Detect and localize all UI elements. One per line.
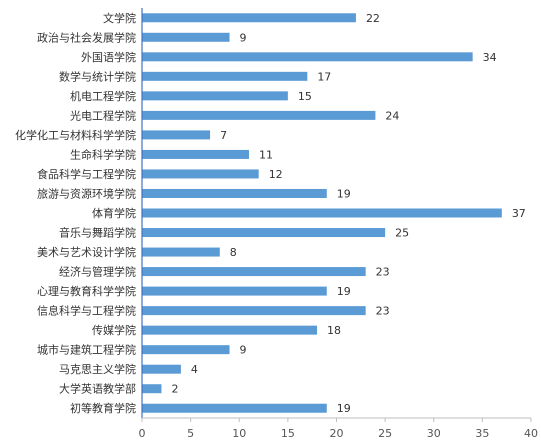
x-tick-label: 30 xyxy=(427,427,441,440)
category-label: 政治与社会发展学院 xyxy=(37,30,136,44)
category-label: 生命科学学院 xyxy=(70,147,136,161)
bar xyxy=(142,228,386,238)
value-labels: 22 9 34 17 15 24 7 11 12 19 37 25 8 23 19 23 18 9 42 19 xyxy=(171,12,525,415)
bar xyxy=(142,247,220,257)
bar xyxy=(142,208,502,218)
bar xyxy=(142,169,259,179)
data-label: 2 xyxy=(171,383,178,396)
x-tick-label: 10 xyxy=(232,427,246,440)
category-label: 传媒学院 xyxy=(92,323,136,337)
category-label: 音乐与舞蹈学院 xyxy=(59,226,136,240)
category-label: 数学与统计学院 xyxy=(59,69,136,83)
data-label: 23 xyxy=(376,305,390,318)
category-label: 食品科学与工程学院 xyxy=(37,167,136,181)
bar xyxy=(142,188,327,198)
x-tick-label: 5 xyxy=(187,427,194,440)
data-label: 9 xyxy=(240,344,247,357)
bar xyxy=(142,325,318,335)
category-label: 机电工程学院 xyxy=(70,89,136,103)
data-label: 22 xyxy=(366,12,380,25)
data-label: 18 xyxy=(327,324,341,337)
data-label: 19 xyxy=(337,402,351,415)
data-label: 37 xyxy=(512,207,526,220)
data-label: 19 xyxy=(337,285,351,298)
category-label: 心理与教育科学学院 xyxy=(37,284,136,298)
x-tick-label: 15 xyxy=(281,427,295,440)
data-label: 8 xyxy=(230,246,237,259)
bar xyxy=(142,52,473,62)
category-label: 大学英语教学部 xyxy=(59,382,136,396)
category-label: 化学化工与材料科学学院 xyxy=(15,128,136,142)
x-tick-label: 40 xyxy=(524,427,538,440)
category-label: 初等教育学院 xyxy=(70,401,136,415)
category-label: 美术与艺术设计学院 xyxy=(37,245,136,259)
bar xyxy=(142,364,181,374)
x-tick-label: 35 xyxy=(475,427,489,440)
data-label: 24 xyxy=(385,109,399,122)
data-label: 15 xyxy=(298,90,312,103)
category-label: 文学院 xyxy=(103,11,136,25)
data-label: 4 xyxy=(191,363,198,376)
category-label: 旅游与资源环境学院 xyxy=(37,186,136,200)
category-label: 马克思主义学院 xyxy=(59,362,136,376)
bar xyxy=(142,306,366,316)
x-tick-label: 0 xyxy=(139,427,146,440)
bar xyxy=(142,32,230,42)
data-label: 17 xyxy=(317,70,331,83)
bar xyxy=(142,345,230,355)
data-label: 7 xyxy=(220,129,227,142)
category-label: 信息科学与工程学院 xyxy=(37,304,136,318)
data-label: 19 xyxy=(337,187,351,200)
x-tick-label: 25 xyxy=(378,427,392,440)
data-label: 11 xyxy=(259,148,273,161)
data-label: 9 xyxy=(240,31,247,44)
category-label: 经济与管理学院 xyxy=(59,265,136,279)
category-label: 光电工程学院 xyxy=(70,108,136,122)
category-label: 城市与建筑工程学院 xyxy=(37,343,136,357)
x-ticks: 0 5 10 15 20 25 30 35 40 xyxy=(139,418,538,440)
bar xyxy=(142,91,288,101)
bar xyxy=(142,71,308,81)
bar xyxy=(142,267,366,277)
data-label: 34 xyxy=(483,51,497,64)
data-label: 23 xyxy=(376,266,390,279)
category-labels: 文学院政治与社会发展学院外国语学院数学与统计学院机电工程学院光电工程学院化学化工… xyxy=(15,11,136,415)
bars-group xyxy=(142,13,502,413)
bar xyxy=(142,130,211,140)
bar xyxy=(142,384,162,394)
data-label: 12 xyxy=(269,168,283,181)
bar xyxy=(142,403,327,413)
data-label: 25 xyxy=(395,227,409,240)
bar xyxy=(142,149,249,159)
bar xyxy=(142,286,327,296)
bar xyxy=(142,13,356,23)
bar xyxy=(142,110,376,120)
category-label: 体育学院 xyxy=(92,206,136,220)
category-label: 外国语学院 xyxy=(81,50,136,64)
x-tick-label: 20 xyxy=(330,427,344,440)
